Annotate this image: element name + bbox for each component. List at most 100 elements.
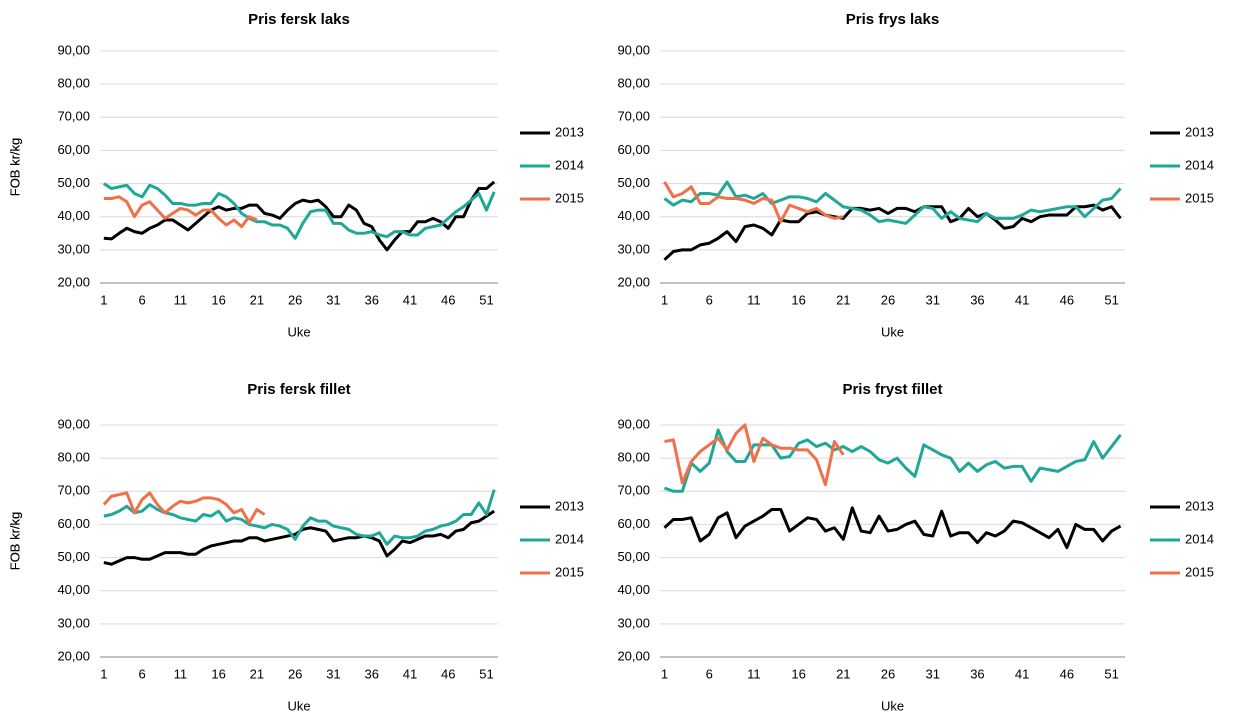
y-tick-label: 40,00: [57, 208, 90, 223]
y-tick-label: 90,00: [57, 416, 90, 431]
legend-label: 2013: [555, 498, 584, 513]
y-tick-label: 40,00: [617, 582, 650, 597]
x-tick-label: 1: [661, 292, 668, 307]
x-tick-label: 26: [288, 666, 302, 681]
y-axis-label: FOB kr/kg: [7, 138, 22, 197]
x-axis-label: Uke: [287, 324, 310, 339]
x-tick-label: 31: [926, 292, 940, 307]
legend-label: 2015: [555, 564, 584, 579]
y-tick-label: 20,00: [57, 648, 90, 663]
y-axis-label: FOB kr/kg: [7, 138, 22, 197]
y-tick-label: 70,00: [617, 109, 650, 124]
y-tick-label: 70,00: [57, 483, 90, 498]
series-line: [663, 203, 1122, 261]
x-tick-label: 51: [1104, 666, 1118, 681]
y-tick-label: 20,00: [57, 274, 90, 289]
x-tick-label: 41: [403, 666, 417, 681]
x-tick-label: 36: [364, 292, 378, 307]
y-tick-label: 50,00: [57, 549, 90, 564]
y-tick-label: 80,00: [57, 76, 90, 91]
x-tick-label: 11: [174, 292, 188, 307]
y-tick-label: 80,00: [617, 450, 650, 465]
title: Pris fersk laks: [248, 11, 350, 28]
x-tick-label: 31: [326, 666, 340, 681]
x-tick-label: 16: [791, 292, 805, 307]
series-line: [103, 195, 258, 229]
x-tick-label: 16: [791, 666, 805, 681]
series-line: [663, 506, 1122, 550]
series-line: [103, 489, 496, 546]
x-tick-label: 11: [747, 292, 761, 307]
y-tick-label: 50,00: [57, 175, 90, 190]
y-tick-label: 70,00: [57, 109, 90, 124]
y-tick-label: 60,00: [617, 516, 650, 531]
legend-label: 2015: [1185, 564, 1214, 579]
y-tick-label: 90,00: [617, 416, 650, 431]
x-tick-label: 26: [288, 292, 302, 307]
legend-label: 2015: [555, 190, 584, 205]
x-tick-label: 1: [100, 666, 107, 681]
x-tick-label: 6: [706, 666, 713, 681]
x-axis-label: Uke: [881, 698, 904, 713]
x-tick-label: 21: [250, 666, 264, 681]
y-tick-label: 30,00: [617, 615, 650, 630]
legend-label: 2013: [555, 124, 584, 139]
y-tick-label: 40,00: [617, 208, 650, 223]
series-line: [663, 428, 1122, 493]
x-tick-label: 31: [926, 666, 940, 681]
x-tick-label: 46: [441, 666, 455, 681]
y-tick-label: 90,00: [617, 42, 650, 57]
y-tick-label: 30,00: [617, 241, 650, 256]
x-tick-label: 31: [326, 292, 340, 307]
x-tick-label: 51: [479, 292, 493, 307]
series-line: [103, 182, 496, 240]
y-tick-label: 60,00: [57, 142, 90, 157]
y-tick-label: 60,00: [57, 516, 90, 531]
legend-label: 2013: [1185, 124, 1214, 139]
title: Pris frys laks: [846, 11, 939, 28]
x-tick-label: 1: [100, 292, 107, 307]
x-tick-label: 26: [881, 666, 895, 681]
y-tick-label: 60,00: [617, 142, 650, 157]
y-tick-label: 50,00: [617, 175, 650, 190]
x-tick-label: 21: [836, 666, 850, 681]
legend-label: 2014: [555, 531, 584, 546]
y-tick-label: 30,00: [57, 615, 90, 630]
title: Pris fersk fillet: [247, 381, 350, 398]
x-tick-label: 41: [1015, 666, 1029, 681]
x-tick-label: 21: [250, 292, 264, 307]
y-axis-label: FOB kr/kg: [7, 512, 22, 571]
x-tick-label: 26: [881, 292, 895, 307]
x-tick-label: 16: [211, 292, 225, 307]
series-line: [102, 491, 266, 525]
x-tick-label: 36: [970, 292, 984, 307]
legend-label: 2014: [555, 157, 584, 172]
x-tick-label: 11: [747, 666, 761, 681]
x-tick-label: 11: [174, 666, 188, 681]
series-line: [103, 180, 496, 252]
y-tick-label: 40,00: [57, 582, 90, 597]
x-tick-label: 21: [836, 292, 850, 307]
x-tick-label: 1: [661, 666, 668, 681]
legend-label: 2014: [1185, 157, 1214, 172]
y-tick-label: 70,00: [617, 483, 650, 498]
series-line: [663, 180, 1122, 225]
y-tick-label: 30,00: [57, 241, 90, 256]
x-tick-label: 46: [441, 292, 455, 307]
x-axis-label: Uke: [287, 698, 310, 713]
x-tick-label: 51: [1104, 292, 1118, 307]
y-axis-label: FOB kr/kg: [7, 512, 22, 571]
y-tick-label: 50,00: [617, 549, 650, 564]
x-axis-label: Uke: [881, 324, 904, 339]
x-tick-label: 51: [479, 666, 493, 681]
y-tick-label: 20,00: [617, 274, 650, 289]
series-line: [663, 181, 844, 224]
legend-label: 2015: [1185, 190, 1214, 205]
x-tick-label: 16: [211, 666, 225, 681]
x-tick-label: 46: [1060, 292, 1074, 307]
legend-label: 2013: [1185, 498, 1214, 513]
title: Pris fryst fillet: [842, 381, 942, 398]
y-tick-label: 80,00: [57, 450, 90, 465]
